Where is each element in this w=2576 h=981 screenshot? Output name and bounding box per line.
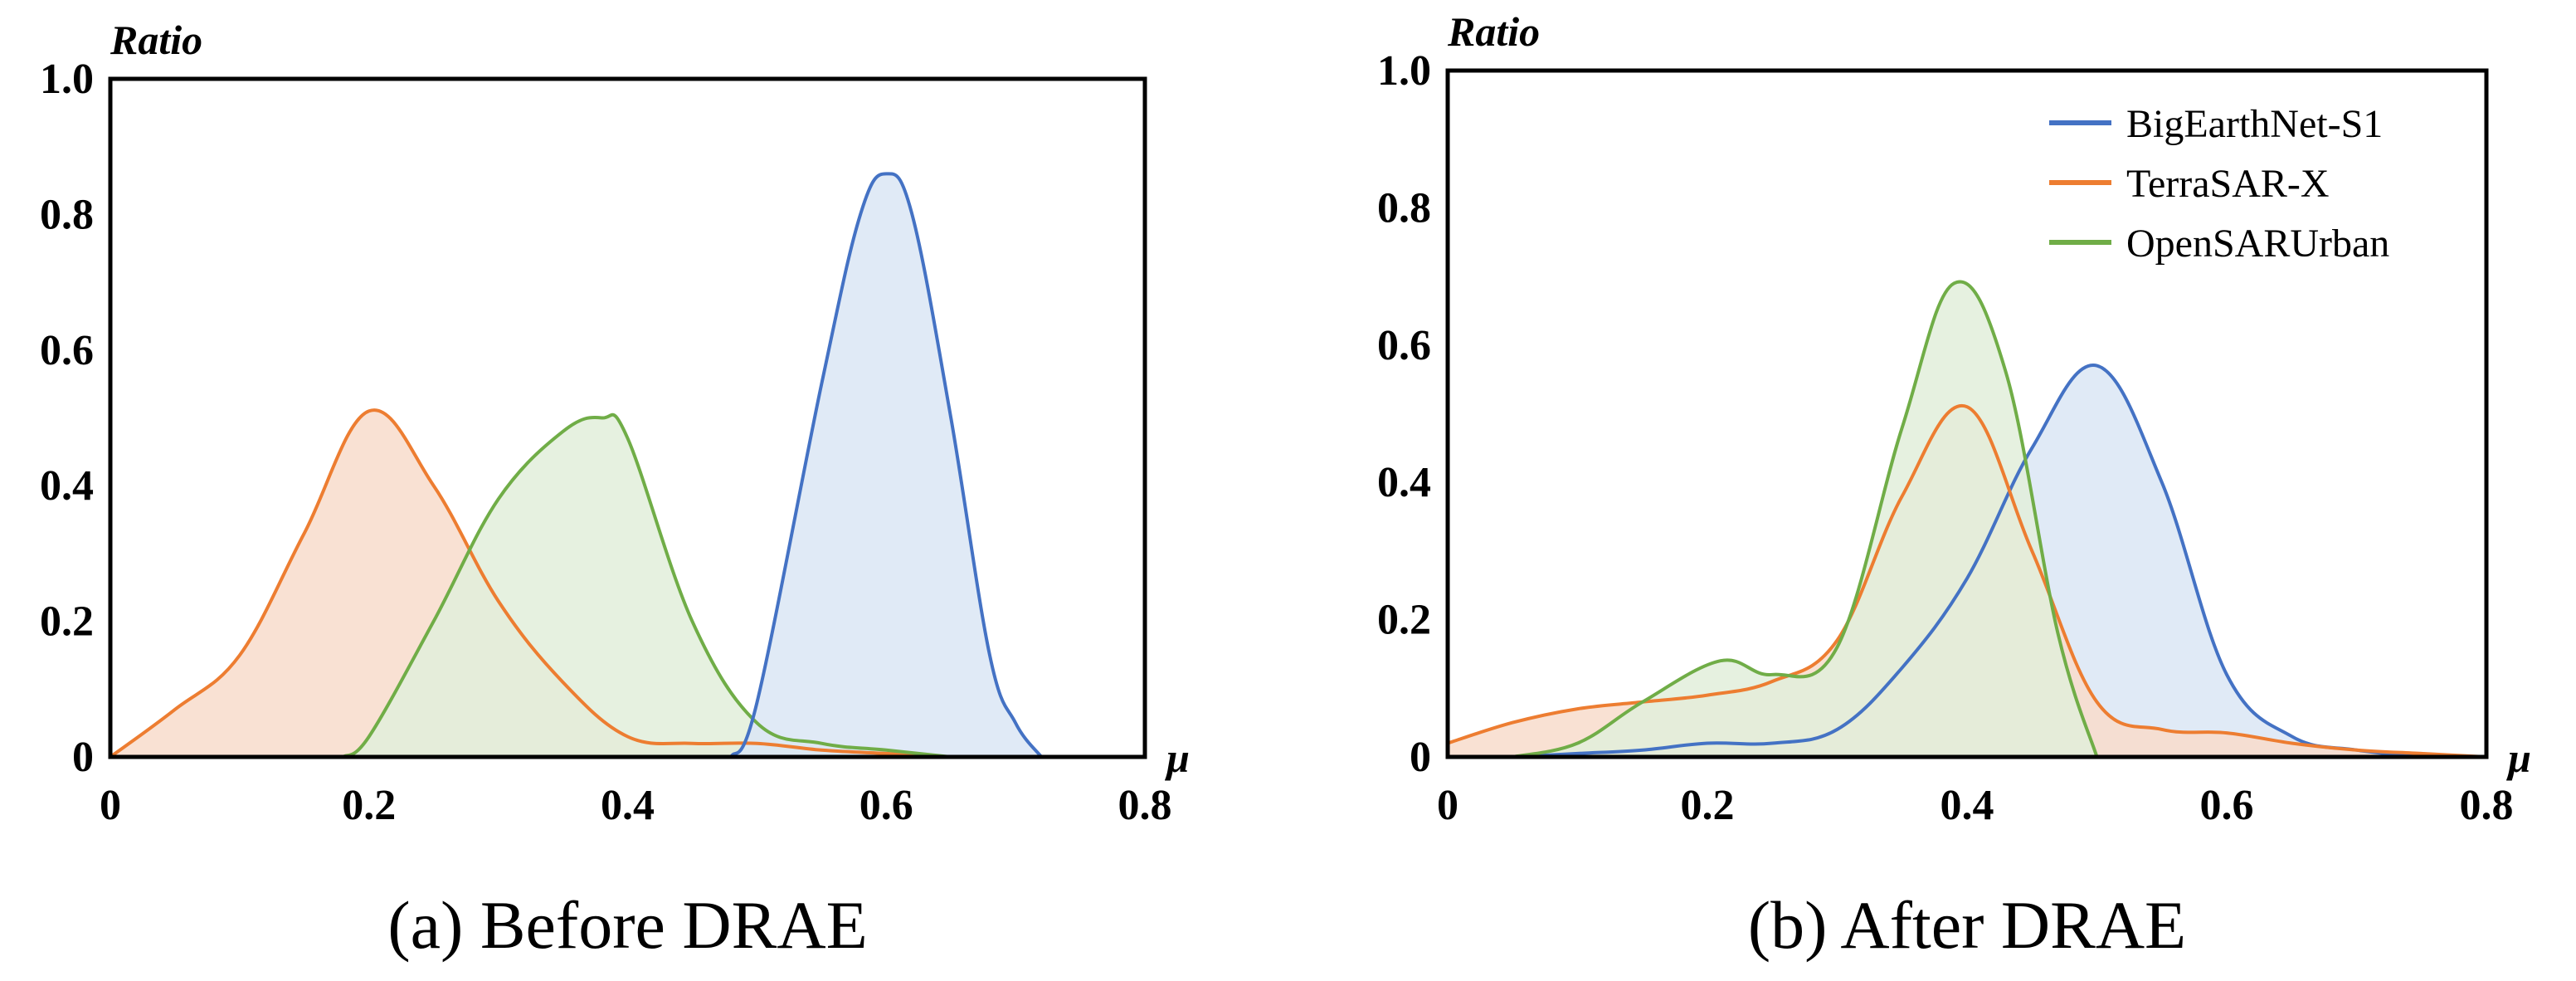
chart-caption: (a) Before DRAE [387,887,867,963]
y-tick-label: 0 [1410,734,1431,781]
series-line-bigearthnet-s1 [729,172,1043,759]
legend-label: BigEarthNet-S1 [2126,102,2383,146]
legend-label: TerraSAR-X [2126,162,2330,206]
chart-before-drae: 0 0.2 0.4 0.6 0.8 1.0 0 0.2 0.4 0.6 0.8 Ratio μ (a) B… [40,17,1190,963]
series-line-opensarurban [1512,280,2099,759]
legend-label: OpenSARUrban [2126,222,2389,266]
y-tick-label: 1.0 [1377,47,1431,95]
x-tick-label: 0.6 [859,782,913,829]
y-tick-label: 0.8 [40,191,94,238]
legend: BigEarthNet-S1 TerraSAR-X OpenSARUrban [2049,102,2389,266]
x-tick-label: 0.6 [2200,782,2254,829]
y-tick-label: 0.2 [1377,597,1431,644]
area-opensarurban [1512,281,2097,758]
line-layer [1447,280,2487,759]
x-tick-label: 0.4 [601,782,655,829]
fill-layer [1448,281,2486,758]
x-tick-label: 0.8 [2460,782,2514,829]
plot-frame [1445,68,2489,759]
series-line-opensarurban [342,412,952,759]
x-tick-label: 0 [100,782,121,829]
x-tick-label: 0.8 [1118,782,1172,829]
y-tick-label: 1.0 [40,56,94,103]
chart-after-drae: 0 0.2 0.4 0.6 0.8 1.0 0 0.2 0.4 0.6 0.8 Ratio μ (b) A… [1377,8,2531,963]
y-tick-label: 0.2 [40,598,94,646]
area-opensarurban [343,414,952,757]
y-tick-label: 0.4 [40,462,94,510]
area-bigearthnet-s1 [1512,364,2422,757]
x-tick-label: 0.2 [1681,782,1735,829]
y-tick-label: 0.4 [1377,459,1431,506]
y-axis-label: Ratio [1447,8,1540,55]
y-tick-label: 0.6 [40,327,94,374]
area-bigearthnet-s1 [731,173,1042,758]
x-tick-label: 0.2 [342,782,396,829]
x-axis-label: μ [2505,735,2531,781]
x-tick-label: 0 [1437,782,1458,829]
x-axis-label: μ [1164,735,1190,781]
chart-caption: (b) After DRAE [1748,887,2186,963]
y-tick-label: 0.6 [1377,322,1431,369]
y-axis-label: Ratio [110,17,202,63]
y-tick-label: 0 [72,734,94,781]
series-line-bigearthnet-s1 [1512,364,2423,759]
area-terrasar-x [110,410,1145,758]
fill-layer [110,173,1145,758]
plot-frame [108,76,1147,759]
x-tick-label: 0.4 [1941,782,1994,829]
y-tick-label: 0.8 [1377,184,1431,232]
